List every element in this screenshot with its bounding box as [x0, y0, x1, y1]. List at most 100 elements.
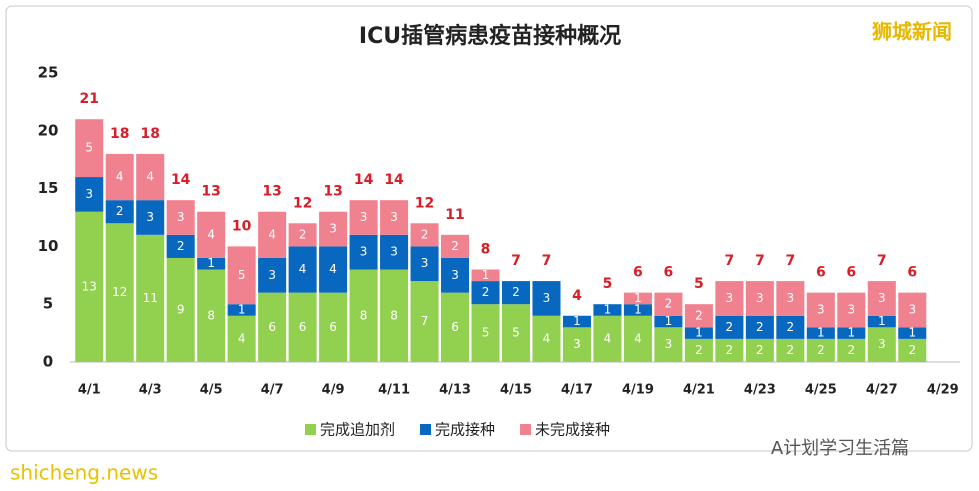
- total-label: 7: [785, 253, 795, 269]
- bar-segment: [837, 338, 866, 362]
- segment-label: 3: [787, 291, 795, 305]
- bar-segment: [288, 223, 317, 247]
- bar-segment: [654, 292, 683, 316]
- bar-segment: [684, 338, 713, 362]
- bar-segment: [349, 200, 378, 235]
- segment-label: 6: [329, 320, 337, 334]
- watermark: 狮城新闻: [872, 20, 952, 44]
- bar-segment: [715, 315, 744, 339]
- segment-label: 2: [695, 308, 703, 322]
- segment-label: 3: [726, 291, 734, 305]
- bar-segment: [410, 246, 439, 282]
- segment-label: 3: [817, 302, 825, 316]
- segment-label: 2: [908, 343, 916, 357]
- total-label: 11: [445, 207, 464, 223]
- segment-label: 2: [421, 227, 429, 241]
- segment-label: 5: [238, 268, 246, 282]
- segment-label: 6: [451, 320, 459, 334]
- watermark: A计划学习生活篇: [771, 438, 909, 459]
- segment-label: 2: [847, 343, 855, 357]
- segment-label: 9: [177, 302, 185, 316]
- total-label: 13: [323, 184, 342, 200]
- legend-swatch: [305, 424, 316, 435]
- x-tick-label: 4/21: [683, 383, 715, 398]
- bar-segment: [319, 211, 348, 247]
- bar-segment: [867, 315, 896, 328]
- bar-segment: [684, 304, 713, 328]
- bar-segment: [441, 257, 470, 293]
- y-tick-label: 20: [38, 121, 59, 139]
- segment-label: 3: [451, 268, 459, 282]
- bar-segment: [258, 257, 287, 293]
- total-label: 6: [664, 265, 674, 281]
- segment-label: 5: [85, 141, 93, 155]
- bar-segment: [684, 327, 713, 339]
- y-tick-label: 25: [38, 64, 59, 82]
- x-tick-label: 4/7: [261, 383, 284, 398]
- y-tick-label: 15: [38, 179, 59, 197]
- bar-segment: [715, 281, 744, 316]
- chart-title: ICU插管病患疫苗接种概况: [359, 23, 621, 49]
- bar-segment: [471, 269, 500, 282]
- total-label: 14: [171, 172, 191, 188]
- bar-segment: [197, 269, 226, 362]
- bar-segment: [623, 304, 652, 316]
- segment-label: 3: [177, 210, 185, 224]
- segment-label: 2: [756, 320, 764, 334]
- segment-label: 3: [146, 210, 154, 224]
- segment-label: 4: [207, 227, 215, 241]
- bar-segment: [898, 292, 927, 328]
- y-tick-label: 10: [38, 237, 59, 255]
- bar-segment: [837, 292, 866, 328]
- legend-swatch: [520, 424, 532, 435]
- bar-segment: [410, 281, 439, 362]
- total-label: 8: [481, 242, 491, 258]
- segment-label: 2: [665, 297, 673, 311]
- segment-label: 3: [329, 222, 337, 236]
- segment-label: 1: [908, 326, 916, 340]
- segment-label: 2: [756, 343, 764, 357]
- segment-label: 3: [85, 187, 93, 201]
- segment-label: 7: [421, 314, 429, 328]
- segment-label: 2: [726, 320, 734, 334]
- x-tick-label: 4/17: [561, 383, 593, 398]
- segment-label: 4: [268, 227, 276, 241]
- legend-label: 完成追加剂: [320, 421, 395, 439]
- bar-segment: [75, 211, 104, 362]
- bar-segment: [806, 292, 835, 328]
- bar-segment: [105, 200, 134, 224]
- segment-label: 8: [207, 308, 215, 322]
- bar-segment: [532, 281, 561, 316]
- total-label: 18: [110, 126, 129, 142]
- segment-label: 3: [756, 291, 764, 305]
- bar-segment: [745, 315, 774, 339]
- bar-segment: [166, 200, 195, 235]
- x-tick-label: 4/1: [78, 383, 101, 398]
- segment-label: 4: [146, 170, 154, 184]
- bar-segment: [776, 315, 805, 339]
- x-tick-label: 4/19: [622, 383, 654, 398]
- segment-label: 1: [847, 326, 855, 340]
- bar-segment: [227, 246, 256, 305]
- x-tick-label: 4/9: [322, 383, 345, 398]
- total-label: 5: [603, 276, 613, 292]
- bar-segment: [623, 315, 652, 362]
- x-tick-label: 4/15: [500, 383, 532, 398]
- segment-label: 4: [604, 331, 612, 345]
- legend-label: 未完成接种: [535, 421, 610, 439]
- bar-segment: [166, 234, 195, 258]
- bar-segment: [105, 223, 134, 362]
- bar-segment: [136, 153, 165, 201]
- segment-label: 1: [634, 302, 642, 316]
- segment-label: 1: [634, 291, 642, 305]
- total-label: 7: [755, 253, 765, 269]
- total-label: 14: [354, 172, 374, 188]
- bar-segment: [745, 281, 774, 316]
- segment-label: 5: [512, 326, 520, 340]
- bar-segment: [410, 223, 439, 247]
- x-tick-label: 4/27: [866, 383, 898, 398]
- segment-label: 2: [116, 204, 124, 218]
- bar-segment: [441, 292, 470, 362]
- bar-segment: [867, 281, 896, 316]
